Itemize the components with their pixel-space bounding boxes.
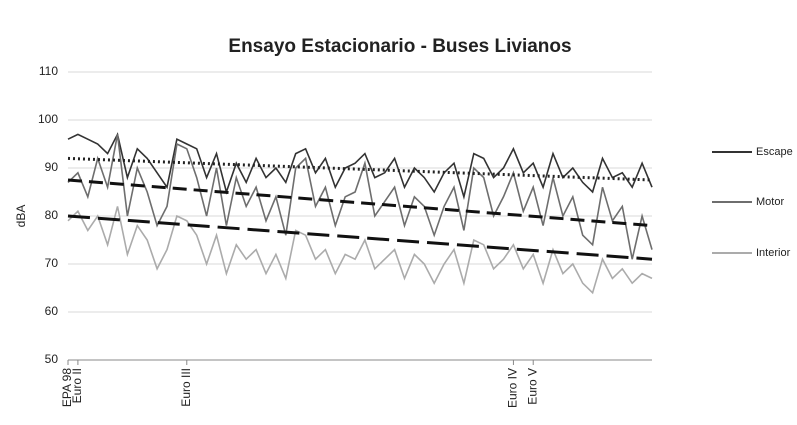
chart-title: Ensayo Estacionario - Buses Livianos <box>228 36 571 57</box>
trend-line <box>67 156 653 182</box>
y-tick-label: 110 <box>39 64 58 78</box>
y-tick-label: 60 <box>45 304 59 318</box>
y-tick-label: 70 <box>45 256 59 270</box>
x-tick-label: Euro II <box>70 368 84 403</box>
series-line <box>67 134 653 260</box>
y-tick-label: 100 <box>38 112 58 126</box>
trend-line <box>67 178 653 228</box>
legend-label: Escape <box>756 146 793 158</box>
legend-label: Motor <box>756 196 784 208</box>
x-tick-label: Euro III <box>179 368 193 407</box>
trend-line <box>67 214 653 261</box>
y-tick-label: 80 <box>45 208 59 222</box>
series-line <box>67 132 653 200</box>
legend-label: Interior <box>756 247 791 259</box>
x-tick-label: EPA 98 <box>60 368 74 407</box>
x-tick-label: Euro IV <box>506 368 520 408</box>
y-axis-label: dBA <box>14 205 28 228</box>
y-tick-label: 50 <box>45 352 59 366</box>
x-tick-label: Euro V <box>525 368 539 405</box>
y-tick-label: 90 <box>45 160 59 174</box>
series-line <box>67 206 653 295</box>
